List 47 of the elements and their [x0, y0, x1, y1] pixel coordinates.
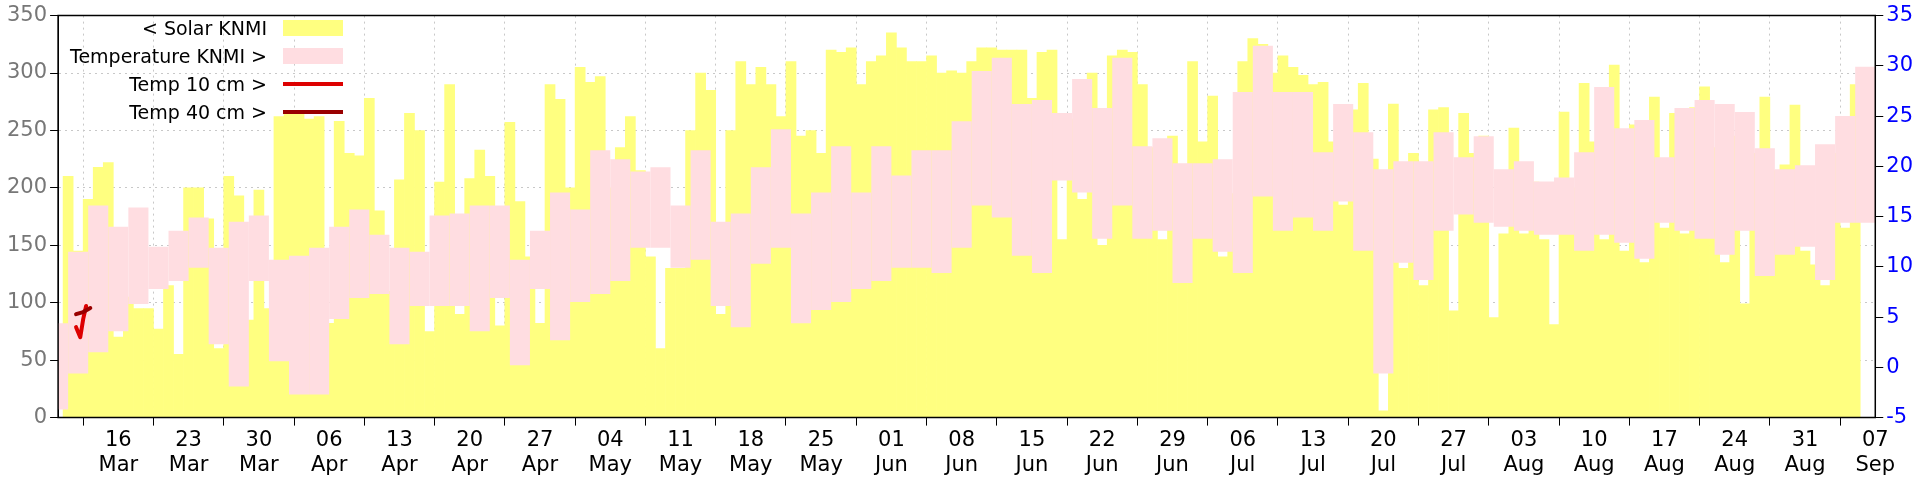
y-tick-label: 200 [6, 174, 48, 199]
x-tick-label: 20 Apr [451, 426, 489, 476]
y-tick-label: 350 [6, 2, 48, 27]
x-tick-label: 11 May [658, 426, 703, 476]
y-tick-label: 150 [6, 231, 48, 256]
y-tick-label: 100 [6, 289, 48, 314]
x-tick-label: 10 Aug [1573, 426, 1615, 476]
y2-tick-label: 10 [1886, 253, 1914, 278]
x-tick-label: 08 Jun [943, 426, 979, 476]
x-tick-label: 13 Jul [1298, 426, 1327, 476]
y2-tick-label: -5 [1886, 404, 1908, 429]
x-tick-label: 17 Aug [1643, 426, 1685, 476]
legend-label: Temp 10 cm > [129, 73, 268, 95]
y2-tick-label: 5 [1886, 303, 1900, 328]
x-tick-label: 23 Mar [168, 426, 209, 476]
y2-tick-label: 35 [1886, 2, 1914, 27]
y2-tick-label: 15 [1886, 203, 1914, 228]
y2-tick-label: 30 [1886, 52, 1914, 77]
y2-tick-label: 0 [1886, 353, 1900, 378]
y-tick-label: 300 [6, 59, 48, 84]
x-tick-label: 31 Aug [1784, 426, 1826, 476]
x-tick-label: 06 Apr [310, 426, 348, 476]
legend-label: < Solar KNMI [141, 17, 268, 39]
x-tick-label: 04 May [588, 426, 632, 476]
x-tick-label: 27 Jul [1438, 426, 1467, 476]
legend-label: Temp 40 cm > [129, 101, 268, 123]
x-tick-label: 27 Apr [521, 426, 559, 476]
x-tick-label: 22 Jun [1083, 426, 1119, 476]
x-tick-label: 15 Jun [1013, 426, 1049, 476]
y2-tick-label: 20 [1886, 152, 1914, 177]
x-tick-label: 01 Jun [872, 426, 908, 476]
x-tick-label: 06 Jul [1228, 426, 1257, 476]
x-tick-label: 07 Sep [1855, 426, 1896, 476]
legend-label: Temperature KNMI > [70, 45, 268, 67]
x-tick-label: 25 May [799, 426, 843, 476]
x-tick-label: 16 Mar [98, 426, 139, 476]
x-tick-label: 03 Aug [1503, 426, 1545, 476]
x-tick-label: 18 May [729, 426, 773, 476]
x-tick-label: 20 Jul [1368, 426, 1397, 476]
y-tick-label: 250 [6, 116, 48, 141]
x-tick-label: 24 Aug [1714, 426, 1756, 476]
x-tick-label: 30 Mar [239, 426, 280, 476]
y-tick-label: 50 [20, 346, 48, 371]
y2-tick-label: 25 [1886, 102, 1914, 127]
x-tick-label: 13 Apr [381, 426, 418, 476]
x-tick-label: 29 Jun [1154, 426, 1189, 476]
y-tick-label: 0 [33, 404, 48, 429]
